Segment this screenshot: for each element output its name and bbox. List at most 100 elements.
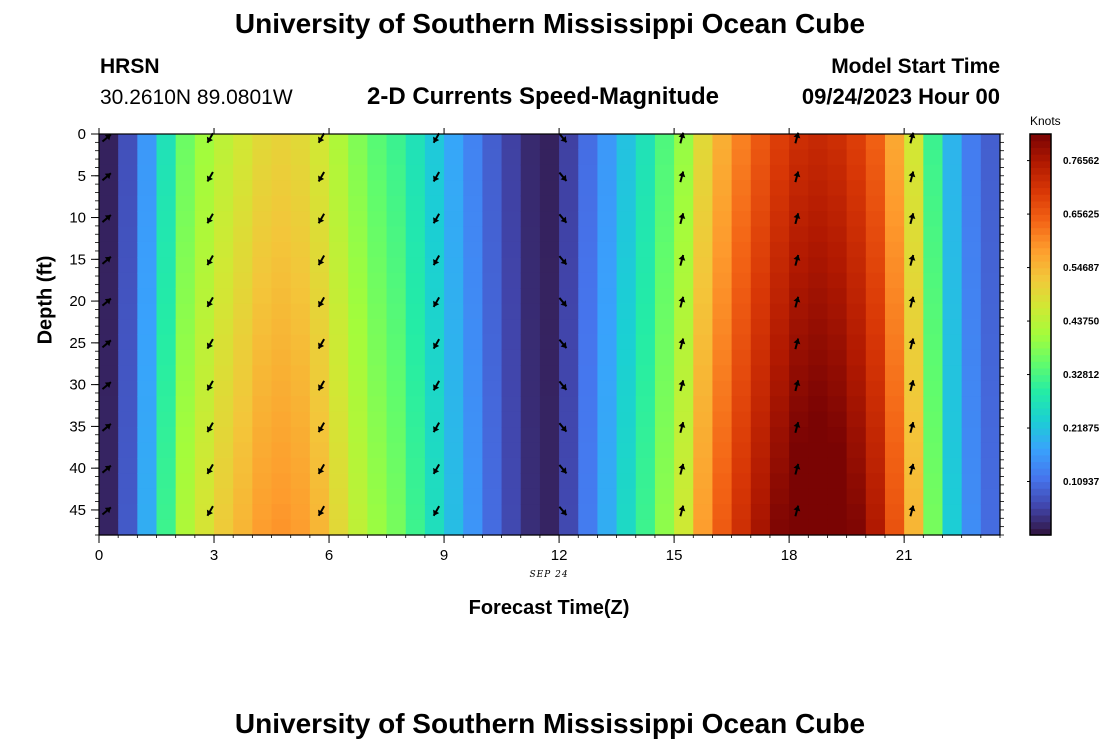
- heatmap-cell: [156, 303, 177, 320]
- heatmap-cell: [501, 319, 522, 336]
- heatmap-cell: [233, 473, 253, 490]
- heatmap-cell: [233, 272, 253, 289]
- heatmap-cell: [827, 195, 848, 212]
- current-arrow: [317, 171, 325, 183]
- heatmap-cell: [597, 396, 618, 413]
- heatmap-cell: [884, 288, 905, 305]
- heatmap-cell: [942, 442, 963, 459]
- x-axis-label: Forecast Time(Z): [468, 597, 630, 619]
- heatmap-cell: [386, 427, 407, 444]
- heatmap-cell: [635, 195, 656, 212]
- current-arrow: [206, 132, 214, 144]
- heatmap-cell: [271, 164, 292, 181]
- heatmap-cell: [827, 427, 848, 444]
- heatmap-cell: [367, 195, 388, 212]
- heatmap-cell: [386, 164, 407, 181]
- heatmap-cell: [539, 334, 560, 351]
- heatmap-cell: [942, 457, 963, 474]
- heatmap-cell: [731, 457, 752, 474]
- heatmap-cell: [329, 303, 349, 320]
- heatmap-cell: [712, 427, 733, 444]
- heatmap-cell: [214, 457, 234, 474]
- current-arrow: [908, 338, 916, 350]
- heatmap-cell: [597, 303, 618, 320]
- heatmap-cell: [463, 504, 484, 521]
- heatmap-cell: [444, 488, 464, 505]
- heatmap-cell: [290, 226, 311, 243]
- heatmap-cell: [635, 411, 656, 428]
- heatmap-cell: [233, 257, 253, 274]
- heatmap-cell: [329, 442, 349, 459]
- heatmap-cell: [635, 457, 656, 474]
- heatmap-cell: [156, 349, 177, 366]
- heatmap-cell: [674, 319, 694, 336]
- heatmap-cell: [175, 380, 196, 397]
- heatmap-cell: [865, 134, 886, 151]
- heatmap-cell: [712, 319, 733, 336]
- heatmap-cell: [501, 180, 522, 197]
- current-arrow: [206, 505, 214, 517]
- heatmap-cell: [309, 164, 330, 181]
- heatmap-cell: [175, 288, 196, 305]
- heatmap-cell: [424, 180, 445, 197]
- heatmap-cell: [444, 411, 464, 428]
- heatmap-cell: [731, 319, 752, 336]
- heatmap-cell: [194, 288, 215, 305]
- heatmap-cell: [99, 427, 119, 444]
- heatmap-cell: [118, 164, 138, 181]
- heatmap-cell: [654, 380, 675, 397]
- heatmap-cell: [367, 457, 388, 474]
- heatmap-cell: [827, 519, 848, 536]
- heatmap-cell: [309, 442, 330, 459]
- heatmap-cell: [616, 457, 637, 474]
- heatmap-cell: [367, 349, 388, 366]
- heatmap-cell: [99, 134, 119, 151]
- heatmap-cell: [214, 241, 234, 258]
- heatmap-cell: [252, 257, 273, 274]
- heatmap-cell: [405, 211, 426, 228]
- heatmap-cell: [846, 195, 867, 212]
- heatmap-cell: [808, 349, 829, 366]
- heatmap-cell: [750, 211, 771, 228]
- heatmap-cell: [290, 457, 311, 474]
- heatmap-cell: [923, 257, 944, 274]
- heatmap-cell: [367, 149, 388, 166]
- heatmap-cell: [597, 226, 618, 243]
- heatmap-cell: [463, 396, 484, 413]
- heatmap-cell: [578, 288, 599, 305]
- heatmap-cell: [99, 319, 119, 336]
- colorbar-tick-label: 0.43750: [1063, 317, 1100, 328]
- heatmap-cell: [405, 442, 426, 459]
- heatmap-cell: [501, 241, 522, 258]
- heatmap-cell: [290, 380, 311, 397]
- heatmap-cell: [99, 226, 119, 243]
- heatmap-cell: [214, 226, 234, 243]
- heatmap-cell: [616, 319, 637, 336]
- heatmap-cell: [961, 180, 982, 197]
- heatmap-cell: [961, 241, 982, 258]
- heatmap-cell: [501, 164, 522, 181]
- colorbar-swatch: [1030, 227, 1051, 235]
- current-arrow: [558, 213, 568, 224]
- heatmap-cell: [750, 365, 771, 382]
- heatmap-cell: [846, 149, 867, 166]
- colorbar-frame: [1029, 133, 1052, 536]
- current-arrow: [317, 132, 325, 144]
- heatmap-cell: [559, 149, 579, 166]
- heatmap-cell: [137, 396, 158, 413]
- heatmap-cell: [731, 365, 752, 382]
- heatmap-cell: [175, 411, 196, 428]
- heatmap-cell: [309, 519, 330, 536]
- heatmap-cell: [156, 226, 177, 243]
- heatmap-cell: [367, 288, 388, 305]
- heatmap-cell: [386, 303, 407, 320]
- heatmap-cell: [214, 396, 234, 413]
- heatmap-cell: [827, 288, 848, 305]
- heatmap-cell: [482, 411, 503, 428]
- heatmap-cell: [750, 241, 771, 258]
- heatmap-cell: [424, 241, 445, 258]
- current-arrow: [793, 296, 801, 308]
- y-tick-label: 5: [78, 168, 86, 185]
- heatmap-cell: [367, 134, 388, 151]
- heatmap-cell: [654, 211, 675, 228]
